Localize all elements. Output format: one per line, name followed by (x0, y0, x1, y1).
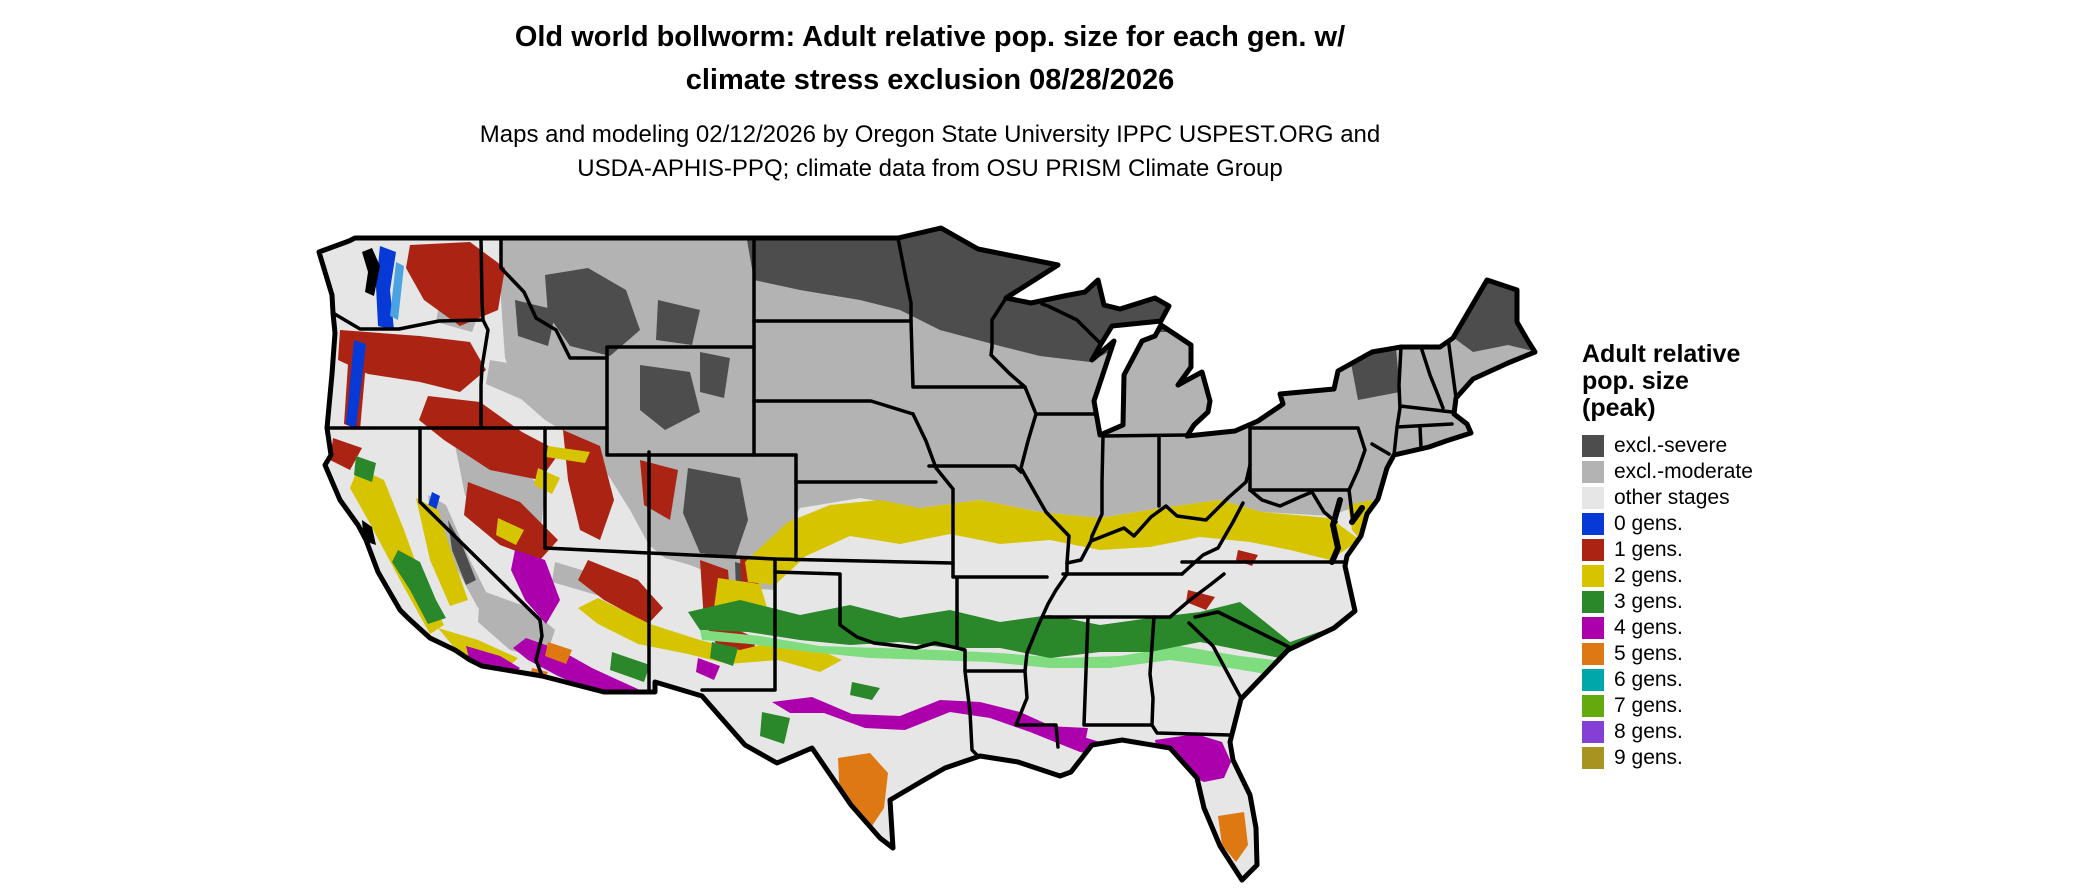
map-title: Old world bollworm: Adult relative pop. … (0, 16, 1860, 102)
legend-label: 6 gens. (1614, 668, 1683, 691)
legend-item-other-stages: other stages (1582, 485, 1842, 511)
legend-item-excl-moderate: excl.-moderate (1582, 459, 1842, 485)
legend-label: 4 gens. (1614, 616, 1683, 639)
legend-item-8-gens: 8 gens. (1582, 719, 1842, 745)
legend-label: 2 gens. (1614, 564, 1683, 587)
legend-label: 5 gens. (1614, 642, 1683, 665)
legend-label: 0 gens. (1614, 512, 1683, 535)
legend-swatch (1582, 565, 1604, 587)
legend-swatch (1582, 591, 1604, 613)
map-region-3-gens-fringe (700, 630, 1300, 678)
legend-label: 1 gens. (1614, 538, 1683, 561)
legend-label: 3 gens. (1614, 590, 1683, 613)
legend-item-excl-severe: excl.-severe (1582, 433, 1842, 459)
legend-swatch (1582, 617, 1604, 639)
legend-item-3-gens: 3 gens. (1582, 589, 1842, 615)
puget-sound-water (362, 248, 380, 545)
legend-item-2-gens: 2 gens. (1582, 563, 1842, 589)
legend-item-6-gens: 6 gens. (1582, 667, 1842, 693)
legend-title-line2: pop. size (1582, 367, 1689, 395)
map-subtitle: Maps and modeling 02/12/2026 by Oregon S… (0, 118, 1860, 186)
legend-item-1-gens: 1 gens. (1582, 537, 1842, 563)
legend-item-5-gens: 5 gens. (1582, 641, 1842, 667)
legend-label: other stages (1614, 486, 1730, 509)
legend-swatch (1582, 435, 1604, 457)
legend-title-line3: (peak) (1582, 394, 1656, 422)
legend-swatch (1582, 461, 1604, 483)
legend-label: excl.-moderate (1614, 460, 1753, 483)
map-speckle-light-blue (390, 262, 404, 320)
map-title-line2: climate stress exclusion 08/28/2026 (685, 64, 1175, 96)
legend-swatch (1582, 669, 1604, 691)
legend-swatch (1582, 513, 1604, 535)
legend-items: excl.-severe excl.-moderate other stages… (1582, 433, 1842, 771)
legend-title: Adult relative pop. size (peak) (1582, 341, 1842, 422)
legend-swatch (1582, 643, 1604, 665)
legend-label: 9 gens. (1614, 746, 1683, 769)
state-borders (325, 236, 1458, 760)
map-subtitle-line1: Maps and modeling 02/12/2026 by Oregon S… (479, 121, 1381, 148)
map-region-3-gens (354, 456, 1348, 744)
map-subtitle-line2: USDA-APHIS-PPQ; climate data from OSU PR… (577, 155, 1283, 182)
legend-item-9-gens: 9 gens. (1582, 745, 1842, 771)
legend-label: 8 gens. (1614, 720, 1683, 743)
legend-swatch (1582, 747, 1604, 769)
legend-swatch (1582, 695, 1604, 717)
legend-item-4-gens: 4 gens. (1582, 615, 1842, 641)
legend-item-0-gens: 0 gens. (1582, 511, 1842, 537)
conus-outline (316, 225, 1538, 883)
map-title-line1: Old world bollworm: Adult relative pop. … (514, 21, 1346, 53)
legend-swatch (1582, 539, 1604, 561)
legend: Adult relative pop. size (peak) excl.-se… (1582, 341, 1842, 771)
legend-label: 7 gens. (1614, 694, 1683, 717)
legend-title-line1: Adult relative (1582, 340, 1741, 368)
legend-item-7-gens: 7 gens. (1582, 693, 1842, 719)
legend-swatch (1582, 721, 1604, 743)
legend-label: excl.-severe (1614, 434, 1728, 457)
legend-swatch (1582, 487, 1604, 509)
